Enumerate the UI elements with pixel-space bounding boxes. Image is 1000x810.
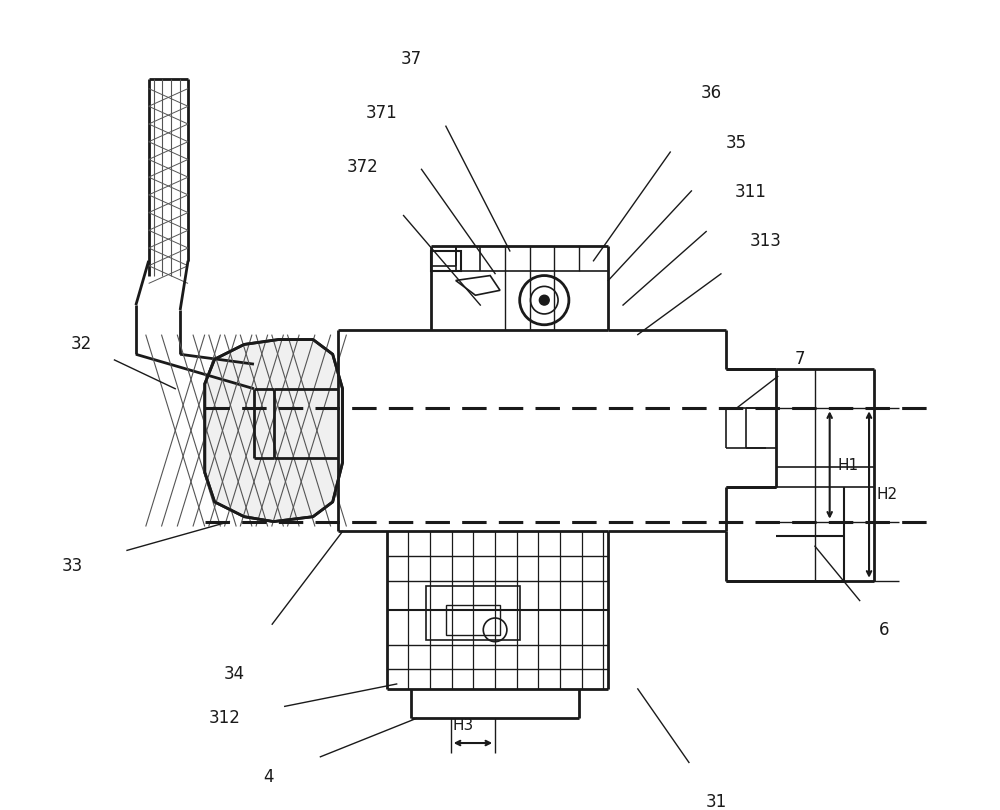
Text: H3: H3: [453, 718, 474, 733]
Circle shape: [539, 295, 549, 305]
Text: H1: H1: [838, 458, 859, 472]
Text: 34: 34: [224, 665, 245, 683]
Text: 312: 312: [209, 710, 240, 727]
Text: 32: 32: [71, 335, 92, 353]
Text: 31: 31: [706, 793, 727, 810]
Text: 371: 371: [366, 104, 398, 122]
Text: 6: 6: [879, 620, 889, 639]
Bar: [426, 586, 520, 640]
Text: H2: H2: [877, 487, 898, 502]
Text: 4: 4: [263, 769, 274, 787]
Text: 313: 313: [750, 232, 782, 250]
Text: 372: 372: [346, 158, 378, 177]
Bar: [446, 605, 500, 635]
Text: 7: 7: [795, 350, 805, 369]
Text: 33: 33: [61, 557, 83, 575]
Text: 311: 311: [735, 183, 767, 201]
Text: 35: 35: [726, 134, 747, 151]
Bar: [431, 251, 461, 271]
Polygon shape: [205, 339, 343, 522]
Text: 36: 36: [701, 84, 722, 103]
Text: 37: 37: [401, 50, 422, 68]
